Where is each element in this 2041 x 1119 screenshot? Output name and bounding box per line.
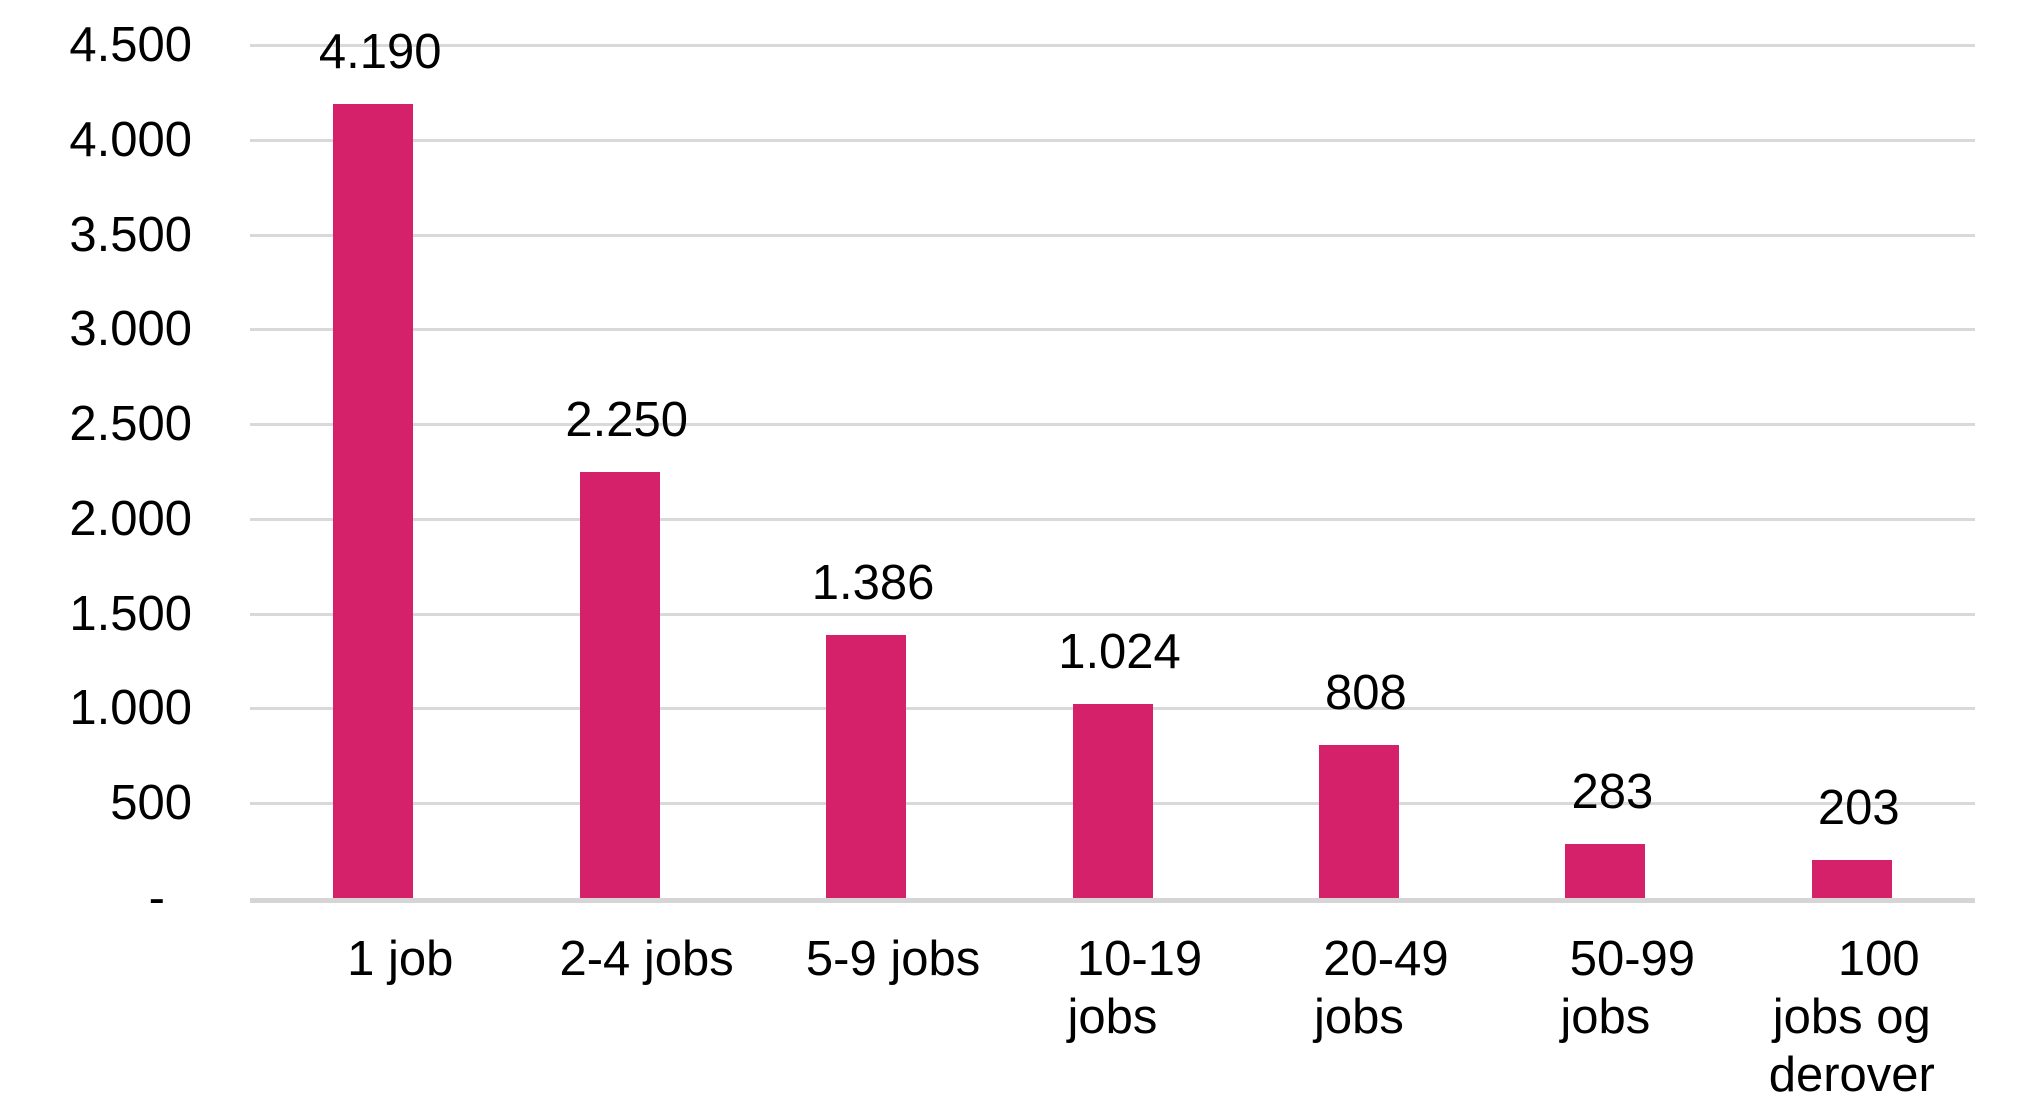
gridline bbox=[250, 423, 1975, 427]
bar-value-label: 4.190 bbox=[318, 24, 442, 79]
x-axis-category-label-line: 20-49 bbox=[1323, 932, 1449, 986]
x-axis-category-label-line: 100 bbox=[1837, 932, 1920, 986]
bar-value-label: 1.024 bbox=[1058, 624, 1181, 679]
gridline bbox=[250, 233, 1975, 237]
x-axis-category-label-line: jobs og bbox=[1772, 990, 1931, 1044]
y-axis-tick-label: 4.000 bbox=[69, 112, 192, 167]
bar bbox=[1811, 859, 1892, 898]
x-axis-category-label-line: 10-19 bbox=[1076, 932, 1203, 986]
gridline bbox=[250, 612, 1975, 616]
bar bbox=[1072, 703, 1153, 898]
x-axis-category-label-line: 1 job bbox=[347, 932, 454, 986]
y-axis-tick-label: 1.000 bbox=[69, 681, 192, 736]
bar-value-label: 283 bbox=[1571, 765, 1654, 820]
gridline bbox=[250, 328, 1975, 332]
x-axis-category-label: 2-4 jobs bbox=[496, 930, 742, 988]
bar bbox=[1565, 844, 1646, 898]
bar-value-label: 2.250 bbox=[565, 392, 688, 447]
y-axis-tick-label: 2.000 bbox=[69, 491, 192, 546]
bar-value-label: 203 bbox=[1817, 780, 1900, 835]
x-axis-category-label: 1 job bbox=[250, 930, 496, 988]
x-axis-category-label-line: 50-99 bbox=[1569, 932, 1696, 986]
x-axis-category-label: 100 jobs og derover bbox=[1729, 930, 1975, 1104]
gridline bbox=[250, 517, 1975, 521]
x-axis-category-label-line: 5-9 jobs bbox=[805, 932, 981, 986]
x-axis-category-label: 10-19 jobs bbox=[989, 930, 1235, 1046]
bar-value-label: 808 bbox=[1325, 665, 1407, 720]
y-axis-tick-label: 1.500 bbox=[69, 586, 192, 641]
y-axis-tick-label: - bbox=[148, 871, 165, 925]
bar bbox=[826, 635, 907, 898]
x-axis-category-label-line: 2-4 jobs bbox=[559, 932, 734, 986]
gridline bbox=[250, 138, 1975, 142]
bar-value-label: 1.386 bbox=[811, 556, 935, 611]
y-axis-tick-label: 2.500 bbox=[69, 397, 192, 452]
x-axis-category-label-line: derover bbox=[1768, 1048, 1935, 1102]
bar bbox=[1318, 744, 1399, 898]
x-axis-category-label-line: jobs bbox=[1560, 990, 1651, 1044]
y-axis-tick-label: 3.000 bbox=[69, 302, 192, 357]
y-axis-tick-label: 500 bbox=[110, 776, 192, 831]
bar bbox=[333, 103, 414, 898]
gridline bbox=[250, 44, 1975, 47]
x-axis-category-label: 20-49 jobs bbox=[1236, 930, 1482, 1046]
x-axis-line bbox=[250, 898, 1975, 903]
x-axis-category-label: 5-9 jobs bbox=[743, 930, 989, 988]
y-axis-tick-label: 3.500 bbox=[69, 207, 192, 262]
bar bbox=[579, 471, 660, 898]
x-axis-category-label-line: jobs bbox=[1313, 990, 1404, 1044]
x-axis-category-label-line: jobs bbox=[1067, 990, 1158, 1044]
y-axis-tick-label: 4.500 bbox=[69, 18, 192, 72]
x-axis-category-label: 50-99 jobs bbox=[1482, 930, 1728, 1046]
